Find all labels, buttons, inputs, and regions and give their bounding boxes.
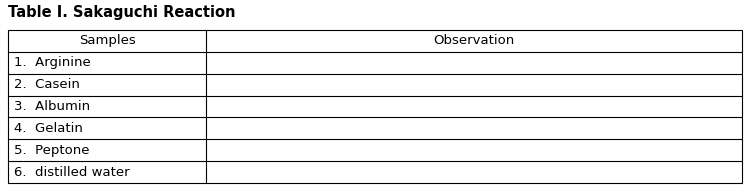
Text: 2.  Casein: 2. Casein: [14, 78, 80, 91]
Text: Table I. Sakaguchi Reaction: Table I. Sakaguchi Reaction: [8, 5, 236, 20]
Text: Observation: Observation: [433, 34, 514, 47]
Text: Samples: Samples: [79, 34, 136, 47]
Bar: [8, 30, 742, 183]
Text: 4.  Gelatin: 4. Gelatin: [14, 122, 82, 135]
Text: 6.  distilled water: 6. distilled water: [14, 166, 130, 179]
Text: 1.  Arginine: 1. Arginine: [14, 56, 91, 69]
Text: 5.  Peptone: 5. Peptone: [14, 144, 89, 157]
Text: 3.  Albumin: 3. Albumin: [14, 100, 90, 113]
